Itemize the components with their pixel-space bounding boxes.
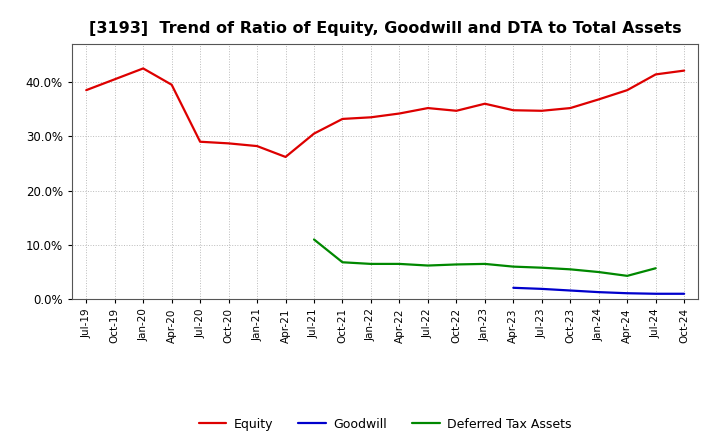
Deferred Tax Assets [652, 266, 660, 271]
Equity [423, 106, 432, 111]
Deferred Tax Assets [480, 261, 489, 267]
Equity [253, 143, 261, 149]
Deferred Tax Assets [595, 269, 603, 275]
Goodwill [652, 291, 660, 297]
Equity [167, 82, 176, 88]
Equity [680, 68, 688, 73]
Equity [310, 131, 318, 136]
Goodwill [623, 290, 631, 296]
Equity [82, 88, 91, 93]
Equity [338, 116, 347, 121]
Deferred Tax Assets [395, 261, 404, 267]
Equity [395, 111, 404, 116]
Deferred Tax Assets [509, 264, 518, 269]
Equity [196, 139, 204, 144]
Equity [366, 115, 375, 120]
Title: [3193]  Trend of Ratio of Equity, Goodwill and DTA to Total Assets: [3193] Trend of Ratio of Equity, Goodwil… [89, 21, 682, 36]
Equity [566, 106, 575, 111]
Legend: Equity, Goodwill, Deferred Tax Assets: Equity, Goodwill, Deferred Tax Assets [194, 413, 577, 436]
Deferred Tax Assets [623, 273, 631, 279]
Equity [480, 101, 489, 106]
Line: Goodwill: Goodwill [513, 288, 684, 294]
Goodwill [680, 291, 688, 297]
Deferred Tax Assets [423, 263, 432, 268]
Equity [139, 66, 148, 71]
Deferred Tax Assets [566, 267, 575, 272]
Deferred Tax Assets [338, 260, 347, 265]
Line: Deferred Tax Assets: Deferred Tax Assets [314, 239, 656, 276]
Equity [110, 77, 119, 82]
Deferred Tax Assets [310, 237, 318, 242]
Deferred Tax Assets [537, 265, 546, 270]
Goodwill [509, 285, 518, 290]
Line: Equity: Equity [86, 69, 684, 157]
Equity [623, 88, 631, 93]
Goodwill [595, 290, 603, 295]
Equity [509, 108, 518, 113]
Deferred Tax Assets [452, 262, 461, 267]
Goodwill [566, 288, 575, 293]
Equity [452, 108, 461, 114]
Equity [537, 108, 546, 114]
Goodwill [537, 286, 546, 292]
Equity [595, 97, 603, 102]
Deferred Tax Assets [366, 261, 375, 267]
Equity [282, 154, 290, 160]
Equity [225, 141, 233, 146]
Equity [652, 72, 660, 77]
